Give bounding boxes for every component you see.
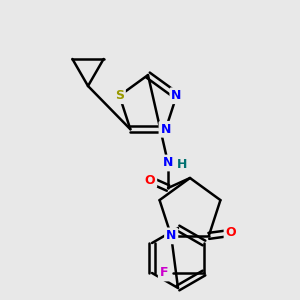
Text: N: N: [163, 157, 173, 169]
Text: O: O: [145, 173, 155, 187]
Text: F: F: [160, 266, 168, 280]
Text: N: N: [166, 230, 176, 242]
Text: S: S: [115, 89, 124, 102]
Text: N: N: [171, 89, 182, 102]
Text: N: N: [160, 123, 171, 136]
Text: O: O: [226, 226, 236, 239]
Text: H: H: [177, 158, 187, 172]
